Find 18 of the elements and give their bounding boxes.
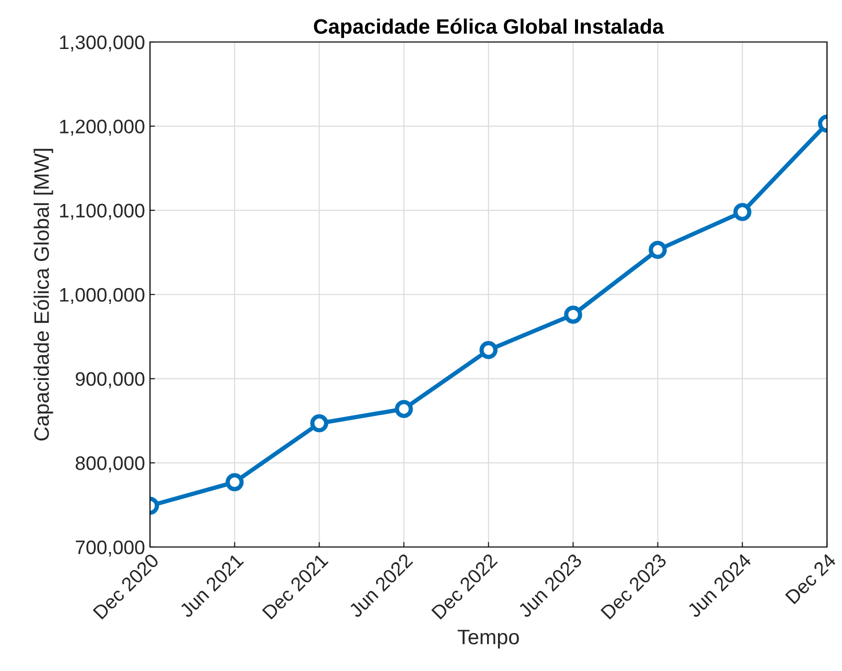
y-tick-label: 1,200,000: [60, 120, 144, 136]
y-tick-label: 900,000: [76, 372, 144, 388]
y-tick-label: 700,000: [76, 540, 144, 557]
point: [648, 240, 667, 259]
y-tick-label: 1,300,000: [60, 35, 144, 52]
point: [733, 202, 752, 222]
x-tick-label: Dec 24: [784, 552, 837, 604]
point: [310, 414, 328, 432]
chart-title: Capacidade Eólica Global Instalada: [314, 18, 664, 38]
y-axis-title: Capacidade Eólica Global [MW]: [33, 148, 54, 440]
y-tick-label: 1,000,000: [60, 288, 144, 304]
point: [564, 306, 582, 324]
y-tick-label: 1,100,000: [60, 204, 144, 220]
point: [226, 473, 244, 492]
y-tick-label: 800,000: [76, 456, 144, 472]
point: [479, 341, 498, 360]
x-axis-title: Tempo: [458, 630, 519, 649]
point: [394, 400, 413, 418]
